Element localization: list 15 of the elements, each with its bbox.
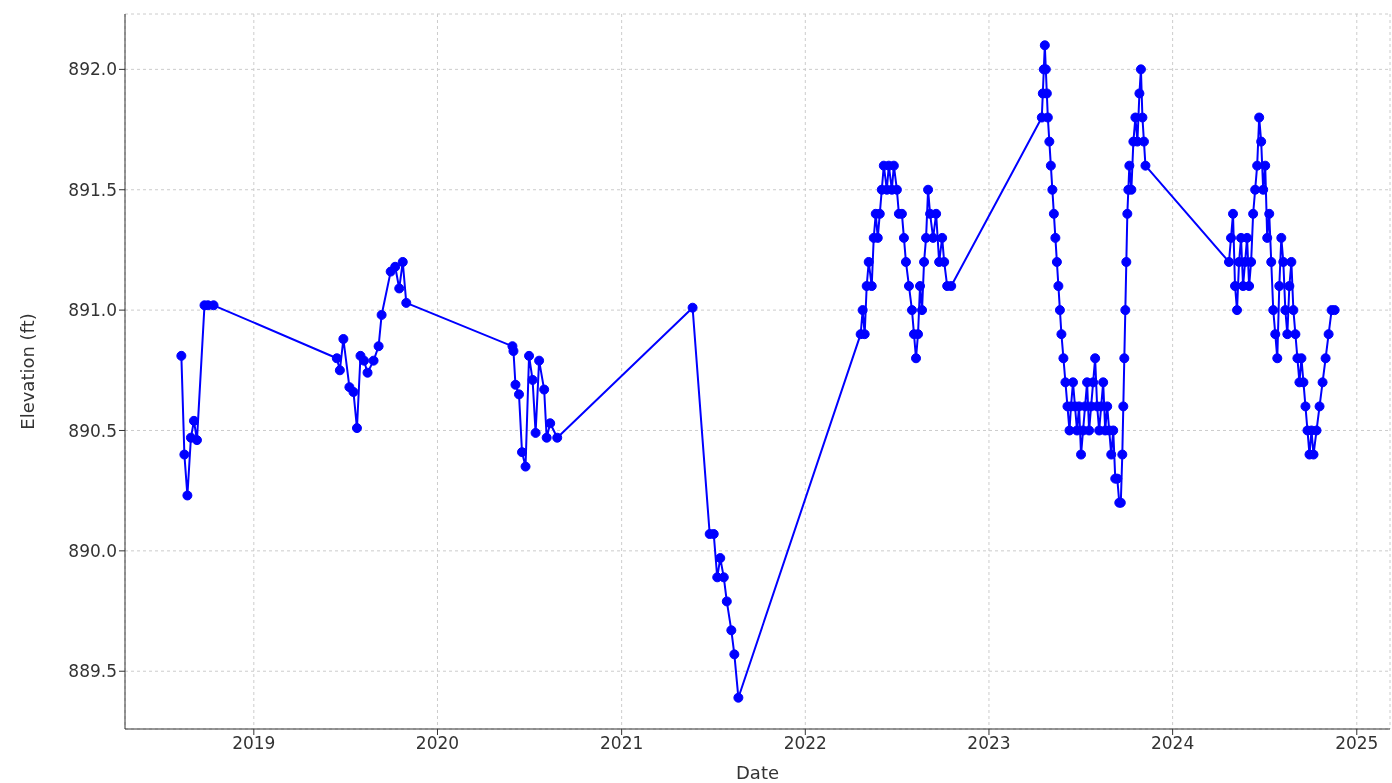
- y-tick-label: 892.0: [68, 59, 117, 80]
- y-tick-label: 889.5: [68, 661, 117, 682]
- y-tick-label: 891.0: [68, 300, 117, 321]
- x-axis-title: Date: [735, 762, 780, 783]
- x-tick-label: 2021: [600, 733, 644, 754]
- x-tick-label: 2019: [232, 733, 276, 754]
- x-tick-label: 2022: [783, 733, 827, 754]
- x-tick-label: 2024: [1150, 733, 1195, 754]
- y-axis-title: Elevation (ft): [17, 313, 39, 430]
- y-tick-label: 890.0: [68, 540, 117, 561]
- x-tick-label: 2020: [415, 733, 460, 754]
- x-tick-label: 2025: [1335, 733, 1379, 754]
- y-tick-label: 890.5: [68, 420, 117, 441]
- y-tick-label: 891.5: [68, 179, 117, 200]
- x-tick-label: 2023: [967, 733, 1011, 754]
